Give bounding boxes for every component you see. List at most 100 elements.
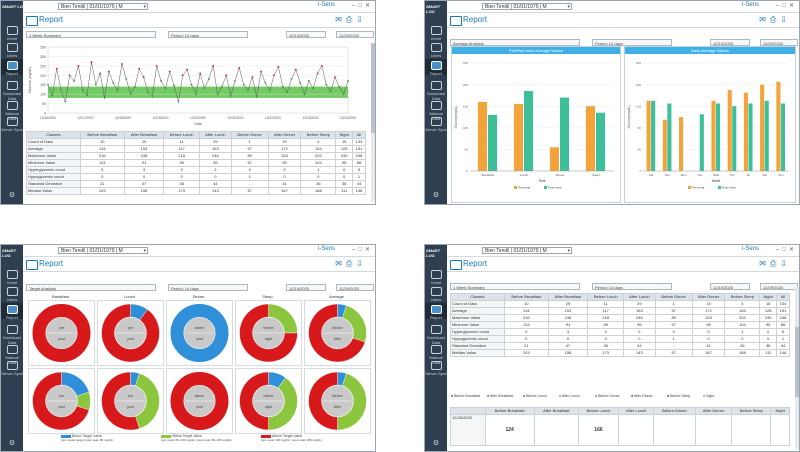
sidebar-item-report[interactable]: Report: [425, 59, 447, 76]
sidebar-item-home[interactable]: Home: [425, 26, 447, 41]
header-actions[interactable]: ✉⎙⇩: [759, 259, 791, 269]
report-type-select[interactable]: 1 Week Summary: [26, 31, 156, 38]
logbook-cell[interactable]: [653, 414, 696, 446]
email-icon[interactable]: ✉: [759, 15, 770, 24]
export-icon[interactable]: ⇩: [356, 259, 367, 268]
report-type-select[interactable]: Target Analysis: [26, 284, 156, 291]
period-select[interactable]: Period: 14 days: [592, 283, 672, 290]
sidebar-item-report[interactable]: Report: [1, 303, 23, 320]
sidebar-item-settings[interactable]: ⚙: [1, 191, 23, 199]
target-donut-chart: pre post: [101, 371, 160, 431]
sidebar-item-home[interactable]: Home: [1, 26, 23, 41]
sidebar-item-manual[interactable]: Manual Data: [425, 345, 447, 365]
email-icon[interactable]: ✉: [335, 259, 346, 268]
print-icon[interactable]: ⎙: [345, 259, 357, 268]
sidebar-item-users[interactable]: Users: [1, 43, 23, 58]
sidebar-item-users[interactable]: Users: [1, 287, 23, 302]
header-actions[interactable]: ✉⎙⇩: [335, 259, 367, 269]
period-select[interactable]: Period: 14 days: [592, 39, 672, 46]
home-icon: [430, 270, 442, 279]
header-actions[interactable]: ✉⎙⇩: [759, 15, 791, 25]
logbook-cell[interactable]: 166: [577, 414, 620, 446]
sidebar-item-sync[interactable]: Server Sync: [1, 361, 23, 376]
window-buttons[interactable]: –□✕: [352, 247, 373, 253]
report-type-select[interactable]: Average Analysis: [450, 39, 580, 46]
window-buttons[interactable]: –□✕: [776, 247, 797, 253]
logbook-cell[interactable]: 124: [484, 414, 535, 446]
sidebar-item-sync[interactable]: Server Sync: [425, 117, 447, 132]
print-icon[interactable]: ⎙: [769, 15, 781, 24]
sidebar-item-download[interactable]: Download Data: [425, 325, 447, 345]
table-row: Hypoglycemic count 0 0 0 0 1 0 0 0 1: [450, 335, 791, 343]
sidebar-item-download[interactable]: Download Data: [1, 325, 23, 345]
sidebar-item-users[interactable]: Users: [425, 287, 447, 302]
period-select[interactable]: Period: 14 days: [168, 284, 248, 291]
export-icon[interactable]: ⇩: [780, 259, 791, 268]
user-combo[interactable]: Bien Tendil | 01/01/1979 | M: [58, 3, 148, 11]
sidebar-item-download[interactable]: Download Data: [425, 81, 447, 101]
table-row: Hyperglycemic count 0 3 0 2 0 0 1 0 5: [26, 166, 367, 174]
table-cell: 168: [724, 349, 761, 357]
data-point: [160, 80, 162, 82]
sidebar-item-settings[interactable]: ⚙: [425, 191, 447, 199]
date-from-field[interactable]: 12/19/2020: [286, 284, 326, 291]
email-icon[interactable]: ✉: [335, 15, 346, 24]
export-icon[interactable]: ⇩: [356, 15, 367, 24]
table-cell: 15: [335, 138, 353, 146]
sidebar-item-home[interactable]: Home: [1, 270, 23, 285]
sidebar-item-manual[interactable]: Manual Data: [1, 345, 23, 365]
print-icon[interactable]: ⎙: [769, 259, 781, 268]
user-combo[interactable]: Bien Tendil | 01/01/1979 | M: [482, 247, 572, 255]
sidebar-item-manual[interactable]: Manual Data: [425, 101, 447, 121]
period-select[interactable]: Period: 14 days: [168, 31, 248, 38]
email-icon[interactable]: ✉: [759, 259, 770, 268]
sidebar-item-report[interactable]: Report: [425, 303, 447, 320]
table-cell: 57: [654, 349, 693, 357]
sidebar-item-sync[interactable]: Server Sync: [1, 117, 23, 132]
table-cell: 151: [351, 145, 367, 153]
date-to-field[interactable]: 12/29/2020: [760, 283, 798, 290]
legend-sublabel: (pre meal: 130 mg/dL / post meal: 180 mg…: [261, 438, 322, 442]
date-to-field[interactable]: 12/29/2020: [760, 39, 798, 46]
sidebar-item-settings[interactable]: ⚙: [1, 439, 23, 447]
export-icon[interactable]: ⇩: [780, 15, 791, 24]
legend-item: Above Target Value (pre meal: 130 mg/dL /…: [261, 434, 357, 442]
sidebar-item-settings[interactable]: ⚙: [425, 439, 447, 447]
date-to-field[interactable]: 12/29/2020: [336, 284, 374, 291]
logbook-cell[interactable]: [694, 414, 733, 446]
date-from-field[interactable]: 12/19/2020: [710, 39, 750, 46]
sidebar-item-download[interactable]: Download Data: [1, 81, 23, 101]
sidebar-item-manual[interactable]: Manual Data: [1, 101, 23, 121]
logbook-cell[interactable]: [770, 414, 790, 446]
donut-segment: [101, 371, 140, 431]
logbook-table: Before Breakfast After Breakfast Before Lu…: [450, 407, 790, 446]
sidebar-item-home[interactable]: Home: [425, 270, 447, 285]
title-bar: Bien Tendil | 01/01/1979 | M i-Sens –□✕: [23, 1, 375, 13]
table-cell: 0: [79, 173, 125, 181]
table-cell: 4: [724, 300, 761, 308]
logbook-cell[interactable]: [731, 414, 772, 446]
print-icon[interactable]: ⎙: [345, 15, 357, 24]
table-cell: 173: [163, 187, 201, 195]
sidebar-item-users[interactable]: Users: [425, 43, 447, 58]
table-cell: 216: [79, 152, 125, 160]
sidebar-item-sync[interactable]: Server Sync: [425, 361, 447, 376]
sidebar-item-report[interactable]: Report: [1, 59, 23, 76]
date-to-field[interactable]: 12/29/2020: [336, 31, 374, 38]
legend-label: Before Breakfast: [453, 394, 481, 398]
date-from-field[interactable]: 12/19/2020: [286, 31, 326, 38]
scrollbar[interactable]: [371, 43, 375, 202]
window-buttons[interactable]: –□✕: [352, 3, 373, 9]
user-combo[interactable]: Bien Tendil | 01/01/1979 | M: [482, 3, 572, 11]
date-from-field[interactable]: 12/19/2020: [710, 283, 750, 290]
user-combo[interactable]: Bien Tendil | 01/01/1979 | M: [58, 247, 148, 255]
header-actions[interactable]: ✉⎙⇩: [335, 15, 367, 25]
bar: [679, 117, 684, 171]
logbook-cell[interactable]: [618, 414, 655, 446]
data-point: [290, 78, 293, 80]
window-buttons[interactable]: –□✕: [776, 3, 797, 9]
logbook-cell[interactable]: [533, 414, 579, 446]
report-type-select[interactable]: 1 Week Summary: [450, 283, 580, 290]
sidebar: SMART LOG Home Users Report Download Dat…: [425, 245, 447, 451]
scrollbar[interactable]: [795, 287, 799, 449]
